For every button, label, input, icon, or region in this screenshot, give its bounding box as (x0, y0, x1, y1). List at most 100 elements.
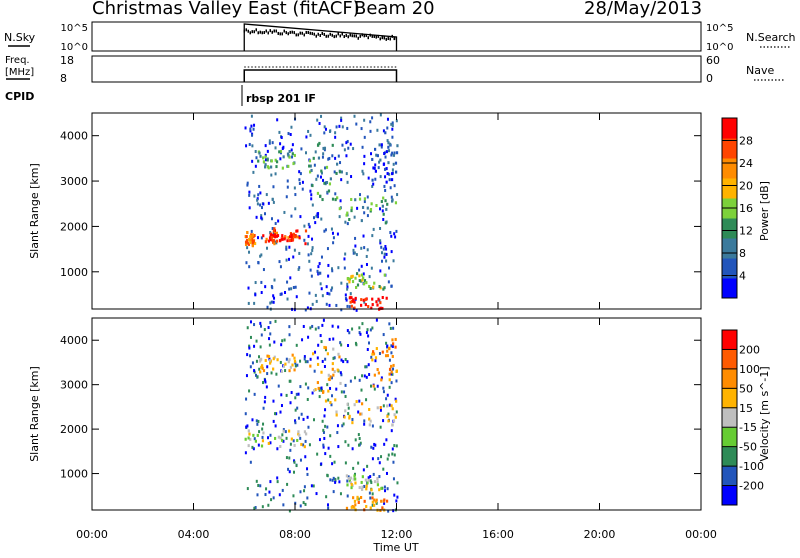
range-gate-cell (367, 176, 370, 180)
range-gate-cell (270, 498, 273, 502)
range-gate-cell (338, 170, 342, 174)
range-gate-cell (248, 432, 251, 436)
range-gate-cell (361, 278, 364, 282)
range-gate-cell (388, 172, 391, 176)
range-gate-cell (350, 482, 353, 486)
range-gate-cell (365, 484, 368, 488)
range-gate-cell (385, 499, 389, 503)
range-gate-cell (391, 121, 394, 125)
range-gate-cell (344, 252, 347, 256)
range-gate-cell (285, 393, 288, 397)
range-gate-cell (301, 180, 304, 184)
range-gate-cell (351, 447, 354, 451)
range-gate-cell (363, 197, 366, 201)
range-gate-cell (362, 282, 366, 286)
range-gate-cell (368, 284, 371, 288)
range-gate-cell (323, 131, 326, 135)
range-gate-cell (255, 156, 258, 160)
range-gate-cell (326, 473, 329, 477)
colorbar-segment (722, 485, 737, 506)
range-gate-cell (383, 152, 386, 156)
range-gate-cell (264, 285, 267, 289)
range-gate-cell (349, 300, 352, 304)
range-gate-cell (281, 166, 284, 170)
range-gate-cell (289, 401, 292, 405)
range-gate-cell (268, 357, 271, 361)
range-gate-cell (291, 353, 294, 357)
range-gate-cell (312, 156, 315, 160)
range-gate-cell (353, 306, 356, 310)
range-gate-cell (272, 200, 275, 204)
x-tick-label: 04:00 (178, 528, 210, 541)
range-gate-cell (320, 169, 323, 173)
range-gate-cell (318, 262, 321, 266)
range-gate-cell (257, 236, 260, 240)
range-gate-cell (391, 354, 394, 358)
range-gate-cell (348, 479, 351, 483)
range-gate-cell (384, 245, 387, 249)
range-gate-cell (262, 369, 266, 373)
range-gate-cell (261, 505, 264, 509)
range-gate-cell (291, 363, 294, 367)
range-gate-cell (348, 331, 351, 335)
range-gate-cell (358, 268, 361, 272)
range-gate-cell (286, 152, 290, 156)
range-gate-cell (380, 200, 383, 204)
range-gate-cell (315, 492, 318, 496)
range-gate-cell (323, 365, 326, 369)
colorbar-segment (722, 258, 737, 279)
range-gate-cell (256, 198, 259, 202)
range-gate-cell (362, 234, 365, 238)
range-gate-cell (328, 337, 331, 341)
range-gate-cell (371, 492, 374, 496)
range-gate-cell (289, 133, 292, 137)
range-gate-cell (322, 178, 325, 182)
range-gate-cell (341, 424, 344, 428)
range-gate-cell (281, 234, 284, 238)
colorbar-segment (722, 427, 737, 448)
range-gate-cell (327, 389, 330, 393)
range-gate-cell (305, 432, 308, 436)
range-gate-cell (253, 123, 256, 127)
range-gate-cell (388, 266, 391, 270)
range-gate-cell (279, 436, 282, 440)
range-gate-cell (379, 408, 382, 412)
range-gate-cell (248, 250, 251, 254)
range-gate-cell (331, 362, 334, 366)
range-gate-cell (375, 501, 378, 505)
range-gate-cell (295, 464, 298, 468)
range-gate-cell (286, 297, 289, 301)
range-gate-cell (262, 431, 265, 435)
range-gate-cell (247, 444, 250, 448)
cpid-label: CPID (5, 90, 34, 103)
range-gate-cell (335, 303, 338, 307)
range-gate-cell (358, 378, 361, 382)
range-gate-cell (298, 433, 301, 437)
range-gate-cell (391, 452, 394, 456)
range-gate-cell (355, 272, 359, 276)
range-gate-cell (346, 479, 349, 483)
range-gate-cell (371, 178, 374, 182)
range-gate-cell (285, 247, 288, 251)
range-gate-cell (306, 306, 309, 310)
range-gate-cell (351, 327, 354, 331)
range-gate-cell (258, 367, 261, 371)
range-gate-cell (348, 305, 351, 309)
range-gate-cell (278, 150, 281, 154)
range-gate-cell (288, 239, 291, 243)
range-gate-cell (381, 209, 384, 213)
range-gate-cell (390, 381, 393, 385)
nsky-tick-bottom: 10^0 (61, 42, 88, 53)
range-gate-cell (390, 234, 393, 238)
range-gate-cell (249, 365, 252, 369)
range-gate-cell (332, 347, 335, 351)
range-gate-cell (345, 213, 348, 217)
range-gate-cell (354, 276, 357, 280)
range-gate-cell (375, 318, 378, 322)
range-gate-cell (358, 399, 361, 403)
range-gate-cell (392, 367, 395, 371)
range-gate-cell (380, 455, 383, 459)
range-gate-cell (376, 480, 379, 484)
range-gate-cell (280, 369, 283, 373)
range-gate-cell (255, 215, 258, 219)
